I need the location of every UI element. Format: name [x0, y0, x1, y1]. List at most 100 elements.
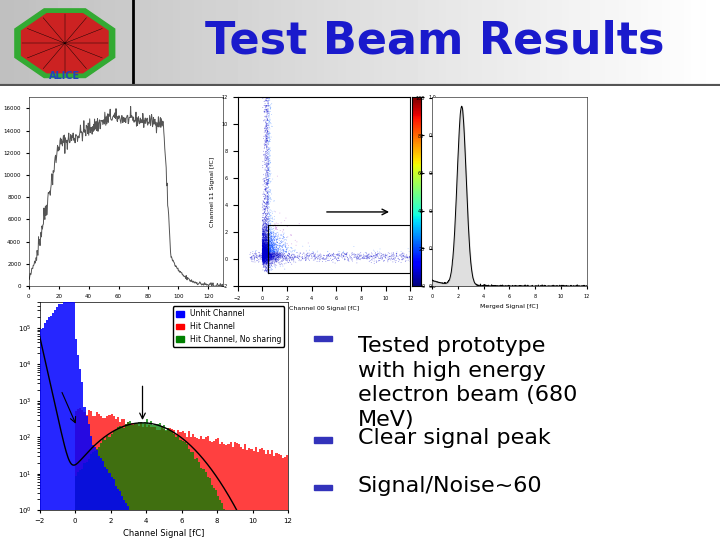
- Point: [262, 254, 274, 262]
- Bar: [142, 427, 144, 540]
- Point: [261, 266, 272, 275]
- Point: [254, 250, 266, 259]
- Point: [258, 232, 270, 241]
- Point: [264, 252, 276, 261]
- Point: [279, 254, 291, 262]
- Point: [385, 251, 397, 260]
- Point: [392, 254, 404, 263]
- Point: [262, 253, 274, 261]
- Point: [262, 245, 274, 254]
- Bar: [158, 430, 161, 540]
- Point: [261, 254, 272, 262]
- Point: [262, 221, 274, 230]
- Point: [261, 252, 273, 260]
- Point: [258, 263, 270, 272]
- Point: [294, 252, 305, 261]
- Point: [402, 254, 414, 262]
- Point: [261, 260, 272, 269]
- Point: [261, 249, 273, 258]
- Point: [259, 247, 271, 256]
- Point: [257, 231, 269, 240]
- Point: [257, 229, 269, 238]
- Point: [268, 250, 279, 259]
- Point: [258, 258, 269, 267]
- Point: [324, 249, 336, 258]
- Point: [264, 259, 276, 267]
- Point: [258, 244, 269, 252]
- Point: [264, 245, 275, 254]
- Point: [258, 245, 270, 254]
- Point: [282, 256, 293, 265]
- Point: [266, 246, 278, 254]
- Point: [259, 252, 271, 261]
- Point: [264, 107, 275, 116]
- Point: [330, 251, 342, 259]
- Point: [257, 242, 269, 251]
- Point: [260, 244, 271, 252]
- Point: [345, 252, 356, 261]
- Point: [261, 194, 273, 202]
- Point: [259, 255, 271, 264]
- Point: [307, 247, 318, 256]
- Point: [262, 181, 274, 190]
- Point: [394, 251, 405, 260]
- Point: [262, 250, 274, 259]
- Point: [258, 253, 269, 261]
- Point: [260, 252, 271, 260]
- Point: [258, 230, 270, 239]
- Point: [260, 233, 271, 241]
- Point: [258, 244, 270, 253]
- Point: [256, 258, 268, 266]
- Point: [269, 249, 281, 258]
- Point: [264, 243, 276, 252]
- Point: [263, 236, 274, 245]
- Point: [258, 246, 269, 254]
- Point: [387, 255, 399, 264]
- Point: [260, 248, 271, 256]
- Point: [262, 104, 274, 113]
- Point: [261, 247, 273, 256]
- Point: [258, 244, 269, 253]
- Point: [260, 253, 271, 262]
- Point: [257, 252, 269, 261]
- Point: [258, 248, 269, 257]
- Point: [264, 117, 275, 125]
- Point: [261, 124, 273, 132]
- Point: [258, 239, 270, 248]
- Point: [263, 238, 274, 246]
- Point: [261, 166, 273, 174]
- Point: [260, 255, 271, 264]
- Point: [287, 254, 298, 262]
- Point: [263, 248, 274, 256]
- Point: [263, 231, 274, 239]
- Point: [269, 246, 281, 254]
- Point: [261, 235, 272, 244]
- Point: [266, 228, 277, 237]
- Point: [263, 254, 274, 263]
- Point: [262, 107, 274, 116]
- Point: [257, 246, 269, 254]
- Point: [352, 254, 364, 263]
- Point: [262, 240, 274, 249]
- Point: [258, 254, 269, 262]
- Point: [260, 245, 271, 253]
- Point: [366, 255, 377, 264]
- Point: [346, 251, 358, 259]
- Point: [264, 249, 276, 258]
- Point: [262, 246, 274, 255]
- Point: [269, 247, 281, 255]
- Point: [253, 252, 264, 261]
- Point: [269, 245, 281, 254]
- Point: [332, 251, 343, 259]
- Point: [263, 144, 274, 152]
- Point: [257, 248, 269, 256]
- Point: [263, 112, 274, 121]
- Point: [315, 254, 326, 262]
- Point: [260, 156, 271, 165]
- Point: [263, 153, 274, 161]
- Point: [258, 107, 270, 116]
- Point: [330, 250, 342, 259]
- Point: [261, 204, 273, 212]
- Point: [261, 266, 272, 275]
- Point: [261, 248, 273, 256]
